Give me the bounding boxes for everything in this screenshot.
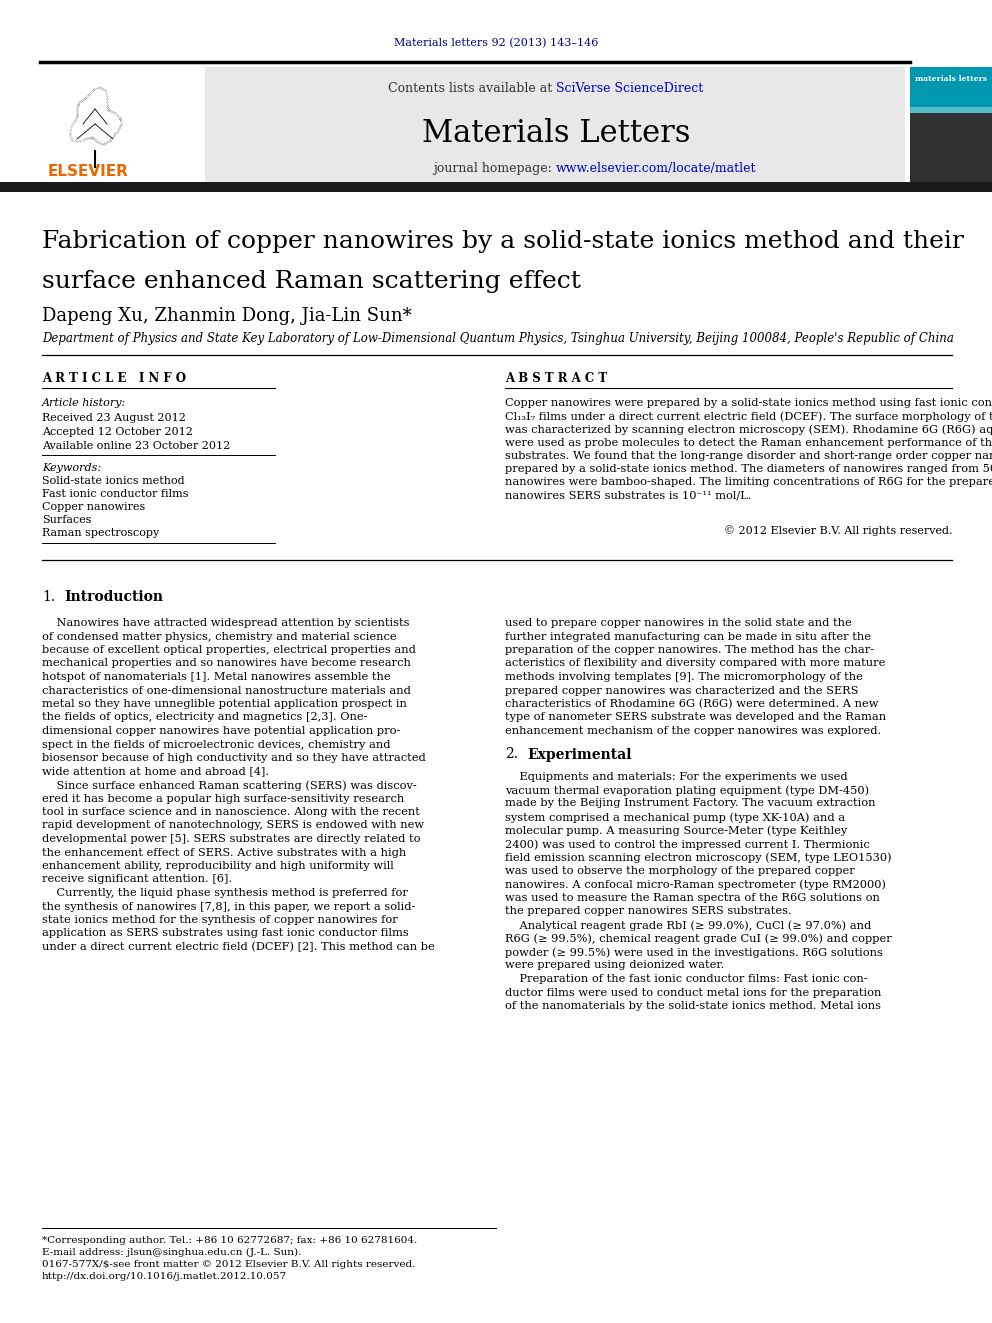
Text: preparation of the copper nanowires. The method has the char-: preparation of the copper nanowires. The… [505,646,874,655]
Text: were used as probe molecules to detect the Raman enhancement performance of the : were used as probe molecules to detect t… [505,438,992,447]
Text: Introduction: Introduction [64,590,163,605]
Bar [910,107,992,114]
Text: Raman spectroscopy: Raman spectroscopy [42,528,160,538]
Text: Received 23 August 2012: Received 23 August 2012 [42,413,186,423]
Text: of the nanomaterials by the solid-state ionics method. Metal ions: of the nanomaterials by the solid-state … [505,1002,881,1011]
Text: tool in surface science and in nanoscience. Along with the recent: tool in surface science and in nanoscien… [42,807,420,818]
Text: 2.: 2. [505,747,518,762]
Text: journal homepage:: journal homepage: [434,161,556,175]
Text: SciVerse ScienceDirect: SciVerse ScienceDirect [556,82,703,95]
Text: E-mail address: jlsun@singhua.edu.cn (J.-L. Sun).: E-mail address: jlsun@singhua.edu.cn (J.… [42,1248,302,1257]
Text: enhancement ability, reproducibility and high uniformity will: enhancement ability, reproducibility and… [42,861,394,871]
Text: ELSEVIER: ELSEVIER [48,164,129,179]
Text: state ionics method for the synthesis of copper nanowires for: state ionics method for the synthesis of… [42,916,398,925]
Text: Department of Physics and State Key Laboratory of Low-Dimensional Quantum Physic: Department of Physics and State Key Labo… [42,332,954,345]
Text: Contents lists available at: Contents lists available at [388,82,556,95]
Text: http://dx.doi.org/10.1016/j.matlet.2012.10.057: http://dx.doi.org/10.1016/j.matlet.2012.… [42,1271,287,1281]
Text: Analytical reagent grade RbI (≥ 99.0%), CuCl (≥ 97.0%) and: Analytical reagent grade RbI (≥ 99.0%), … [505,919,871,930]
Text: mechanical properties and so nanowires have become research: mechanical properties and so nanowires h… [42,659,411,668]
Text: made by the Beijing Instrument Factory. The vacuum extraction: made by the Beijing Instrument Factory. … [505,799,876,808]
Text: www.elsevier.com/locate/matlet: www.elsevier.com/locate/matlet [556,161,757,175]
Text: Fabrication of copper nanowires by a solid-state ionics method and their: Fabrication of copper nanowires by a sol… [42,230,964,253]
Text: enhancement mechanism of the copper nanowires was explored.: enhancement mechanism of the copper nano… [505,726,881,736]
Text: metal so they have unneglible potential application prospect in: metal so they have unneglible potential … [42,699,407,709]
Text: because of excellent optical properties, electrical properties and: because of excellent optical properties,… [42,646,416,655]
Text: the fields of optics, electricity and magnetics [2,3]. One-: the fields of optics, electricity and ma… [42,713,367,722]
Text: nanowires. A confocal micro-Raman spectrometer (type RM2000): nanowires. A confocal micro-Raman spectr… [505,880,886,890]
Text: the synthesis of nanowires [7,8], in this paper, we report a solid-: the synthesis of nanowires [7,8], in thi… [42,901,416,912]
Text: Materials letters 92 (2013) 143–146: Materials letters 92 (2013) 143–146 [394,38,598,49]
Text: Copper nanowires were prepared by a solid-state ionics method using fast ionic c: Copper nanowires were prepared by a soli… [505,398,992,407]
Text: dimensional copper nanowires have potential application pro-: dimensional copper nanowires have potent… [42,726,401,736]
Text: Accepted 12 October 2012: Accepted 12 October 2012 [42,427,192,437]
Text: system comprised a mechanical pump (type XK-10A) and a: system comprised a mechanical pump (type… [505,812,845,823]
Bar [205,67,905,183]
Text: Cl₁₃I₇ films under a direct current electric field (DCEF). The surface morpholog: Cl₁₃I₇ films under a direct current elec… [505,411,992,422]
Text: Fast ionic conductor films: Fast ionic conductor films [42,490,188,499]
Text: hotspot of nanomaterials [1]. Metal nanowires assemble the: hotspot of nanomaterials [1]. Metal nano… [42,672,391,681]
Text: was used to measure the Raman spectra of the R6G solutions on: was used to measure the Raman spectra of… [505,893,880,904]
Text: the prepared copper nanowires SERS substrates.: the prepared copper nanowires SERS subst… [505,906,792,917]
Text: Preparation of the fast ionic conductor films: Fast ionic con-: Preparation of the fast ionic conductor … [505,974,868,984]
Text: Copper nanowires: Copper nanowires [42,501,145,512]
Text: biosensor because of high conductivity and so they have attracted: biosensor because of high conductivity a… [42,753,426,763]
Text: Equipments and materials: For the experiments we used: Equipments and materials: For the experi… [505,771,847,782]
Text: the enhancement effect of SERS. Active substrates with a high: the enhancement effect of SERS. Active s… [42,848,407,857]
Text: 1.: 1. [42,590,56,605]
Text: materials letters: materials letters [915,75,987,83]
Text: ductor films were used to conduct metal ions for the preparation: ductor films were used to conduct metal … [505,987,881,998]
Text: Since surface enhanced Raman scattering (SERS) was discov-: Since surface enhanced Raman scattering … [42,781,417,791]
Text: characteristics of one-dimensional nanostructure materials and: characteristics of one-dimensional nanos… [42,685,411,696]
Bar [0,183,992,192]
Text: Surfaces: Surfaces [42,515,91,525]
Text: substrates. We found that the long-range disorder and short-range order copper n: substrates. We found that the long-range… [505,451,992,460]
Text: surface enhanced Raman scattering effect: surface enhanced Raman scattering effect [42,270,581,292]
Text: prepared copper nanowires was characterized and the SERS: prepared copper nanowires was characteri… [505,685,858,696]
Text: Experimental: Experimental [527,747,632,762]
Text: nanowires were bamboo-shaped. The limiting concentrations of R6G for the prepare: nanowires were bamboo-shaped. The limiti… [505,478,992,487]
Text: Keywords:: Keywords: [42,463,101,474]
Text: Solid-state ionics method: Solid-state ionics method [42,476,185,486]
Text: nanowires SERS substrates is 10⁻¹¹ mol/L.: nanowires SERS substrates is 10⁻¹¹ mol/L… [505,491,752,500]
Text: characteristics of Rhodamine 6G (R6G) were determined. A new: characteristics of Rhodamine 6G (R6G) we… [505,699,879,709]
Text: of condensed matter physics, chemistry and material science: of condensed matter physics, chemistry a… [42,631,397,642]
Text: field emission scanning electron microscopy (SEM, type LEO1530): field emission scanning electron microsc… [505,852,892,863]
Text: type of nanometer SERS substrate was developed and the Raman: type of nanometer SERS substrate was dev… [505,713,886,722]
Text: molecular pump. A measuring Source-Meter (type Keithley: molecular pump. A measuring Source-Meter… [505,826,847,836]
Text: receive significant attention. [6].: receive significant attention. [6]. [42,875,232,885]
Bar [40,67,205,183]
Text: Available online 23 October 2012: Available online 23 October 2012 [42,441,230,451]
Text: 0167-577X/$-see front matter © 2012 Elsevier B.V. All rights reserved.: 0167-577X/$-see front matter © 2012 Else… [42,1259,416,1269]
Text: 2400) was used to control the impressed current I. Thermionic: 2400) was used to control the impressed … [505,839,870,849]
Text: Nanowires have attracted widespread attention by scientists: Nanowires have attracted widespread atte… [42,618,410,628]
Bar [910,107,992,183]
Text: Materials Letters: Materials Letters [422,118,690,149]
Text: acteristics of flexibility and diversity compared with more mature: acteristics of flexibility and diversity… [505,659,886,668]
Text: Currently, the liquid phase synthesis method is preferred for: Currently, the liquid phase synthesis me… [42,888,408,898]
Text: rapid development of nanotechnology, SERS is endowed with new: rapid development of nanotechnology, SER… [42,820,425,831]
Text: powder (≥ 99.5%) were used in the investigations. R6G solutions: powder (≥ 99.5%) were used in the invest… [505,947,883,958]
Text: was characterized by scanning electron microscopy (SEM). Rhodamine 6G (R6G) aque: was characterized by scanning electron m… [505,425,992,435]
Text: developmental power [5]. SERS substrates are directly related to: developmental power [5]. SERS substrates… [42,833,421,844]
Bar [910,67,992,107]
Text: spect in the fields of microelectronic devices, chemistry and: spect in the fields of microelectronic d… [42,740,391,750]
Text: prepared by a solid-state ionics method. The diameters of nanowires ranged from : prepared by a solid-state ionics method.… [505,464,992,474]
Text: under a direct current electric field (DCEF) [2]. This method can be: under a direct current electric field (D… [42,942,434,953]
Text: further integrated manufacturing can be made in situ after the: further integrated manufacturing can be … [505,631,871,642]
Text: © 2012 Elsevier B.V. All rights reserved.: © 2012 Elsevier B.V. All rights reserved… [723,525,952,536]
Text: A R T I C L E   I N F O: A R T I C L E I N F O [42,372,186,385]
Text: Dapeng Xu, Zhanmin Dong, Jia-Lin Sun*: Dapeng Xu, Zhanmin Dong, Jia-Lin Sun* [42,307,412,325]
Text: Article history:: Article history: [42,398,126,407]
Text: ered it has become a popular high surface-sensitivity research: ered it has become a popular high surfac… [42,794,405,803]
Text: *Corresponding author. Tel.: +86 10 62772687; fax: +86 10 62781604.: *Corresponding author. Tel.: +86 10 6277… [42,1236,418,1245]
Text: R6G (≥ 99.5%), chemical reagent grade CuI (≥ 99.0%) and copper: R6G (≥ 99.5%), chemical reagent grade Cu… [505,934,892,945]
Text: used to prepare copper nanowires in the solid state and the: used to prepare copper nanowires in the … [505,618,852,628]
Text: application as SERS substrates using fast ionic conductor films: application as SERS substrates using fas… [42,929,409,938]
Text: were prepared using deionized water.: were prepared using deionized water. [505,960,724,971]
Text: methods involving templates [9]. The micromorphology of the: methods involving templates [9]. The mic… [505,672,863,681]
Text: was used to observe the morphology of the prepared copper: was used to observe the morphology of th… [505,867,855,876]
Text: wide attention at home and abroad [4].: wide attention at home and abroad [4]. [42,766,269,777]
Text: A B S T R A C T: A B S T R A C T [505,372,607,385]
Text: vacuum thermal evaporation plating equipment (type DM-450): vacuum thermal evaporation plating equip… [505,785,869,795]
